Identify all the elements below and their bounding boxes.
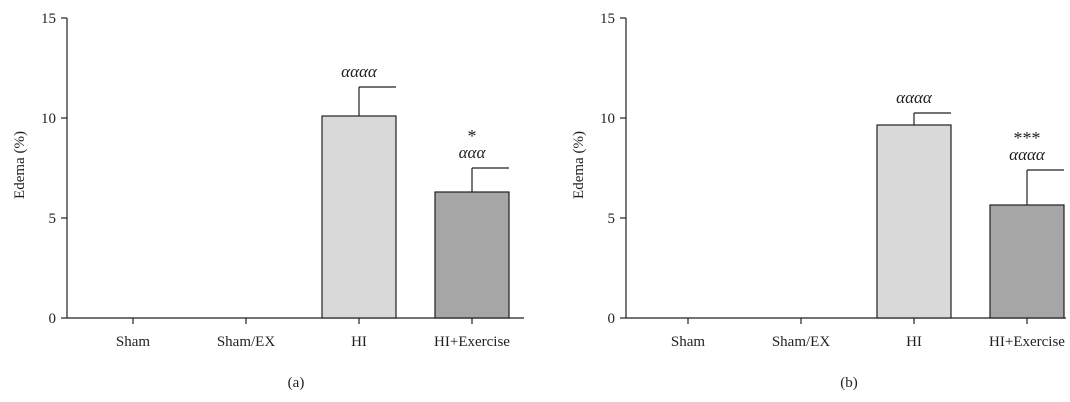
significance-annotation: αααα <box>1009 145 1046 164</box>
x-tick-label: Sham/EX <box>772 334 830 350</box>
y-tick-label: 5 <box>608 211 616 227</box>
bar-hi <box>321 115 397 319</box>
x-tick-label: HI <box>906 334 922 350</box>
y-axis-label: Edema (%) <box>571 131 587 199</box>
bar-hi <box>876 124 952 319</box>
y-tick-label: 15 <box>41 11 56 27</box>
x-tick-label: Sham/EX <box>217 334 275 350</box>
x-tick-label: Sham <box>671 334 706 350</box>
bar-hi-exercise <box>989 204 1065 319</box>
y-tick-label: 0 <box>608 311 616 327</box>
y-tick-label: 0 <box>49 311 57 327</box>
significance-annotation: αααα <box>896 88 933 107</box>
panel-label: (b) <box>840 375 858 391</box>
x-tick-label: Sham <box>116 334 151 350</box>
significance-annotation: *** <box>1014 128 1041 148</box>
significance-annotation: ααα <box>459 143 487 162</box>
y-tick-label: 10 <box>41 111 56 127</box>
y-axis-label: Edema (%) <box>12 131 28 199</box>
significance-annotation: αααα <box>341 62 378 81</box>
y-tick-label: 10 <box>600 111 615 127</box>
y-tick-label: 5 <box>49 211 57 227</box>
x-tick-label: HI <box>351 334 367 350</box>
chart-panel-b: 0 5 10 15 Edema (%) Sham Sham/EX HI αααα HI+Exerc… <box>571 11 1066 391</box>
x-tick-label: HI+Exercise <box>434 334 510 350</box>
panel-label: (a) <box>288 375 305 391</box>
significance-annotation: * <box>468 126 477 146</box>
y-tick-label: 15 <box>600 11 615 27</box>
bar-hi-exercise <box>434 191 510 319</box>
x-tick-label: HI+Exercise <box>989 334 1065 350</box>
chart-panel-a: 0 5 10 15 Edema (%) Sham Sham/EX HI αααα HI+Exerc… <box>12 11 524 391</box>
